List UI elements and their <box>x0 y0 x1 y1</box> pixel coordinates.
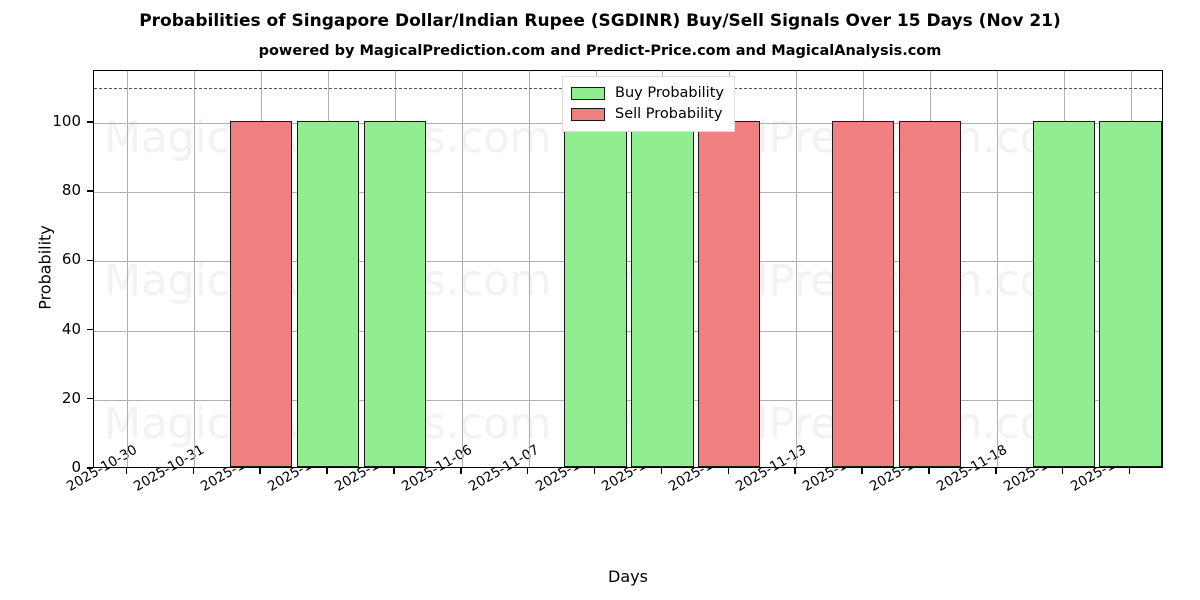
gridline-horizontal <box>94 399 1162 401</box>
x-tick-mark <box>460 468 462 474</box>
x-tick-mark <box>1061 468 1064 474</box>
bar-buy-2025-11-11[interactable] <box>631 120 694 467</box>
x-tick-mark <box>593 468 596 474</box>
x-tick-mark <box>125 468 128 474</box>
y-tick-label: 40 <box>61 319 81 338</box>
x-tick-mark <box>995 468 997 474</box>
bar-sell-2025-11-17[interactable] <box>898 120 962 467</box>
y-tick-mark <box>87 121 93 123</box>
gridline-vertical <box>194 71 195 467</box>
legend-label: Buy Probability <box>615 85 724 102</box>
chart-title: Probabilities of Singapore Dollar/Indian… <box>139 11 1061 31</box>
chart-subtitle: powered by MagicalPrediction.com and Pre… <box>258 43 942 59</box>
legend-item[interactable]: Sell Probability <box>571 104 724 125</box>
x-tick-mark <box>1128 468 1131 474</box>
bar-buy-2025-11-20[interactable] <box>1099 120 1162 467</box>
y-tick-label: 20 <box>61 388 81 407</box>
y-tick-label: 100 <box>52 111 81 130</box>
bar-buy-2025-11-04[interactable] <box>296 120 360 467</box>
x-tick-mark <box>526 468 529 474</box>
x-axis-label: Days <box>608 567 648 586</box>
x-tick-mark <box>393 468 395 474</box>
y-tick-label: 80 <box>61 181 81 200</box>
x-tick-mark <box>259 468 261 474</box>
bar-buy-2025-11-19[interactable] <box>1032 120 1095 467</box>
x-tick-mark <box>192 468 194 474</box>
gridline-vertical <box>462 71 463 467</box>
x-tick-mark <box>794 468 796 474</box>
gridline-horizontal <box>94 192 1162 194</box>
legend-item[interactable]: Buy Probability <box>571 83 724 104</box>
y-tick-mark <box>87 190 93 192</box>
legend-swatch-icon <box>571 108 605 121</box>
bar-sell-2025-11-12[interactable] <box>698 120 761 467</box>
y-tick-mark <box>87 328 93 331</box>
y-tick-mark <box>87 467 93 469</box>
x-tick-mark <box>928 468 930 474</box>
bar-buy-2025-11-10[interactable] <box>564 120 627 467</box>
x-tick-mark <box>660 468 663 474</box>
chart-legend: Buy Probability Sell Probability <box>562 76 735 132</box>
y-tick-mark <box>87 398 93 400</box>
x-tick-mark <box>861 468 863 474</box>
legend-label: Sell Probability <box>615 106 723 123</box>
bar-buy-2025-11-05[interactable] <box>363 120 427 467</box>
y-tick-mark <box>87 259 93 262</box>
legend-swatch-icon <box>571 87 605 100</box>
y-axis-label: Probability <box>35 225 55 310</box>
x-tick-mark <box>727 468 729 474</box>
gridline-vertical <box>997 71 998 467</box>
bar-sell-2025-11-14[interactable] <box>831 120 895 467</box>
gridline-vertical <box>529 71 530 467</box>
y-tick-label: 60 <box>61 250 81 269</box>
gridline-horizontal <box>94 261 1162 263</box>
bar-sell-2025-11-03[interactable] <box>230 120 293 467</box>
y-tick-label: 0 <box>71 458 81 476</box>
gridline-vertical <box>796 71 797 467</box>
x-tick-mark <box>326 468 328 474</box>
gridline-vertical <box>127 71 128 467</box>
gridline-horizontal <box>94 330 1162 332</box>
